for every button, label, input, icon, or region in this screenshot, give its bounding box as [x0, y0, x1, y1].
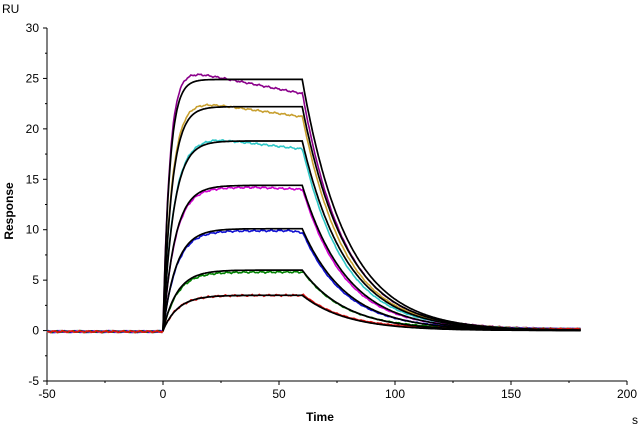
y-tick-label: 20	[26, 122, 40, 136]
y-unit-label: RU	[2, 2, 19, 16]
fit-curve	[162, 227, 581, 332]
measured-curve	[46, 228, 581, 334]
y-tick-label: 0	[32, 324, 39, 338]
x-tick-label: 0	[160, 387, 167, 401]
fit-curve	[162, 294, 581, 332]
y-tick-label: -5	[28, 374, 39, 388]
x-tick-label: 50	[272, 387, 286, 401]
y-tick-label: 5	[32, 273, 39, 287]
y-tick-label: 30	[26, 21, 40, 35]
curves	[46, 73, 581, 334]
measured-curve	[46, 185, 581, 334]
x-tick-label: -50	[38, 387, 56, 401]
y-tick-label: 15	[26, 172, 40, 186]
x-axis-title: Time	[306, 410, 334, 424]
fit-curve	[162, 78, 581, 331]
x-tick-label: 200	[617, 387, 637, 401]
y-axis-title: Response	[2, 182, 16, 240]
y-tick-label: 25	[26, 71, 40, 85]
x-unit-label: s	[632, 413, 638, 426]
x-tick-label: 100	[385, 387, 405, 401]
y-tick-label: 10	[26, 223, 40, 237]
measured-curve	[46, 73, 581, 334]
x-tick-label: 150	[501, 387, 521, 401]
